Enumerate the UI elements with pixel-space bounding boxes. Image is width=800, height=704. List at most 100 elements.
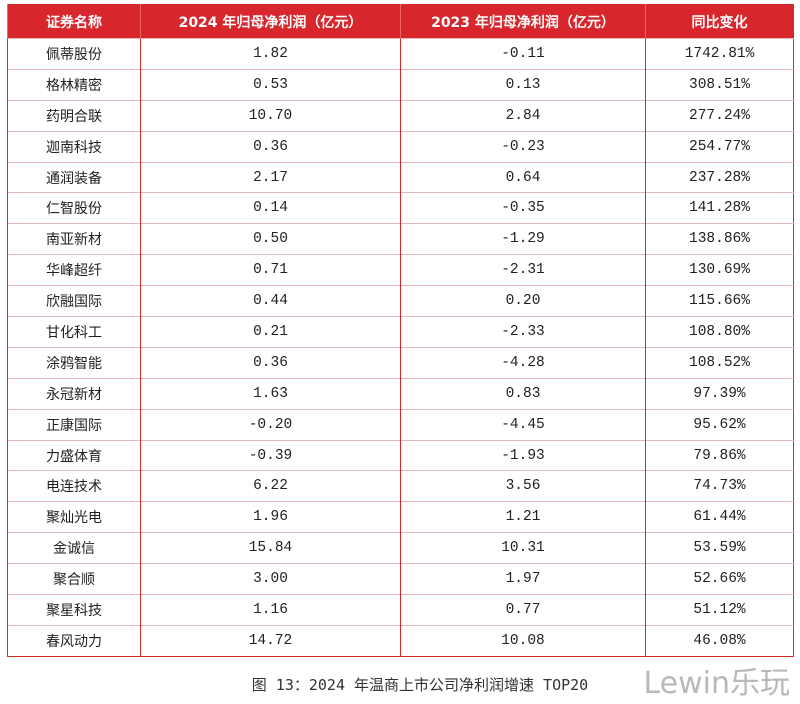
value-cell: 46.08% [645, 624, 794, 657]
profit-table: 证券名称 2024 年归母净利润（亿元） 2023 年归母净利润（亿元） 同比变化 佩… [7, 4, 794, 657]
value-cell: 10.08 [400, 624, 646, 657]
caption: 图 13：2024 年温商上市公司净利润增速 TOP20 [251, 676, 589, 694]
value-cell: 0.53 [140, 68, 401, 101]
value-cell: 0.36 [140, 130, 401, 163]
company-name: 涂鸦智能 [7, 346, 141, 379]
company-name: 欣融国际 [7, 285, 141, 317]
header-cell: 同比变化 [645, 4, 794, 39]
header-cell: 2024 年归母净利润（亿元） [140, 4, 401, 39]
value-cell: -0.11 [400, 38, 646, 70]
company-name: 格林精密 [7, 68, 141, 101]
table-row: 聚灿光电 1.96 1.21 61.44% [7, 501, 794, 533]
company-name: 正康国际 [7, 408, 141, 441]
value-cell: -4.45 [400, 408, 646, 441]
value-cell: 1.63 [140, 377, 401, 410]
value-cell: 277.24% [645, 99, 794, 132]
value-cell: 0.44 [140, 285, 401, 317]
header-cell: 2023 年归母净利润（亿元） [400, 4, 646, 39]
table-row: 药明合联 10.70 2.84 277.24% [7, 99, 794, 132]
value-cell: 237.28% [645, 161, 794, 193]
value-cell: 14.72 [140, 624, 401, 657]
value-cell: -0.39 [140, 439, 401, 471]
company-name: 仁智股份 [7, 192, 141, 224]
company-name: 聚灿光电 [7, 501, 141, 533]
table-row: 格林精密 0.53 0.13 308.51% [7, 68, 794, 101]
value-cell: 308.51% [645, 68, 794, 101]
header-row: 证券名称 2024 年归母净利润（亿元） 2023 年归母净利润（亿元） 同比变化 [7, 4, 794, 39]
company-name: 电连技术 [7, 470, 141, 502]
value-cell: 1.96 [140, 501, 401, 533]
value-cell: -1.93 [400, 439, 646, 471]
value-cell: 2.17 [140, 161, 401, 193]
value-cell: 0.14 [140, 192, 401, 224]
table-row: 聚星科技 1.16 0.77 51.12% [7, 594, 794, 626]
company-name: 春风动力 [7, 624, 141, 657]
table-row: 春风动力 14.72 10.08 46.08% [7, 624, 794, 657]
table-row: 涂鸦智能 0.36 -4.28 108.52% [7, 346, 794, 379]
value-cell: -2.33 [400, 316, 646, 348]
value-cell: 1.97 [400, 563, 646, 595]
value-cell: 2.84 [400, 99, 646, 132]
value-cell: 1.21 [400, 501, 646, 533]
value-cell: 0.83 [400, 377, 646, 410]
value-cell: 138.86% [645, 223, 794, 255]
value-cell: 108.80% [645, 316, 794, 348]
value-cell: 0.13 [400, 68, 646, 101]
value-cell: 0.50 [140, 223, 401, 255]
value-cell: 10.31 [400, 532, 646, 564]
value-cell: -2.31 [400, 254, 646, 286]
company-name: 金诚信 [7, 532, 141, 564]
value-cell: -1.29 [400, 223, 646, 255]
value-cell: 0.20 [400, 285, 646, 317]
value-cell: 74.73% [645, 470, 794, 502]
value-cell: 108.52% [645, 346, 794, 379]
table-row: 通润装备 2.17 0.64 237.28% [7, 161, 794, 193]
table-row: 金诚信 15.84 10.31 53.59% [7, 532, 794, 564]
value-cell: -4.28 [400, 346, 646, 379]
value-cell: 10.70 [140, 99, 401, 132]
table-row: 聚合顺 3.00 1.97 52.66% [7, 563, 794, 595]
company-name: 通润装备 [7, 161, 141, 193]
value-cell: 0.36 [140, 346, 401, 379]
company-name: 佩蒂股份 [7, 38, 141, 70]
table-row: 迦南科技 0.36 -0.23 254.77% [7, 130, 794, 163]
table-row: 电连技术 6.22 3.56 74.73% [7, 470, 794, 502]
value-cell: 52.66% [645, 563, 794, 595]
value-cell: 115.66% [645, 285, 794, 317]
table-row: 华峰超纤 0.71 -2.31 130.69% [7, 254, 794, 286]
value-cell: -0.20 [140, 408, 401, 441]
value-cell: 1.82 [140, 38, 401, 70]
company-name: 永冠新材 [7, 377, 141, 410]
value-cell: 130.69% [645, 254, 794, 286]
company-name: 力盛体育 [7, 439, 141, 471]
company-name: 聚合顺 [7, 563, 141, 595]
table-row: 佩蒂股份 1.82 -0.11 1742.81% [7, 38, 794, 70]
value-cell: 53.59% [645, 532, 794, 564]
company-name: 聚星科技 [7, 594, 141, 626]
company-name: 华峰超纤 [7, 254, 141, 286]
company-name: 迦南科技 [7, 130, 141, 163]
value-cell: 97.39% [645, 377, 794, 410]
table-row: 力盛体育 -0.39 -1.93 79.86% [7, 439, 794, 471]
value-cell: 51.12% [645, 594, 794, 626]
value-cell: 0.64 [400, 161, 646, 193]
value-cell: -0.35 [400, 192, 646, 224]
company-name: 南亚新材 [7, 223, 141, 255]
watermark: Lewin乐玩 [643, 666, 790, 701]
value-cell: 0.77 [400, 594, 646, 626]
table-row: 仁智股份 0.14 -0.35 141.28% [7, 192, 794, 224]
value-cell: 254.77% [645, 130, 794, 163]
table-row: 正康国际 -0.20 -4.45 95.62% [7, 408, 794, 441]
value-cell: 6.22 [140, 470, 401, 502]
header-cell: 证券名称 [7, 4, 141, 39]
value-cell: -0.23 [400, 130, 646, 163]
table-row: 南亚新材 0.50 -1.29 138.86% [7, 223, 794, 255]
value-cell: 0.21 [140, 316, 401, 348]
value-cell: 0.71 [140, 254, 401, 286]
value-cell: 79.86% [645, 439, 794, 471]
value-cell: 3.56 [400, 470, 646, 502]
value-cell: 61.44% [645, 501, 794, 533]
value-cell: 15.84 [140, 532, 401, 564]
value-cell: 1742.81% [645, 38, 794, 70]
